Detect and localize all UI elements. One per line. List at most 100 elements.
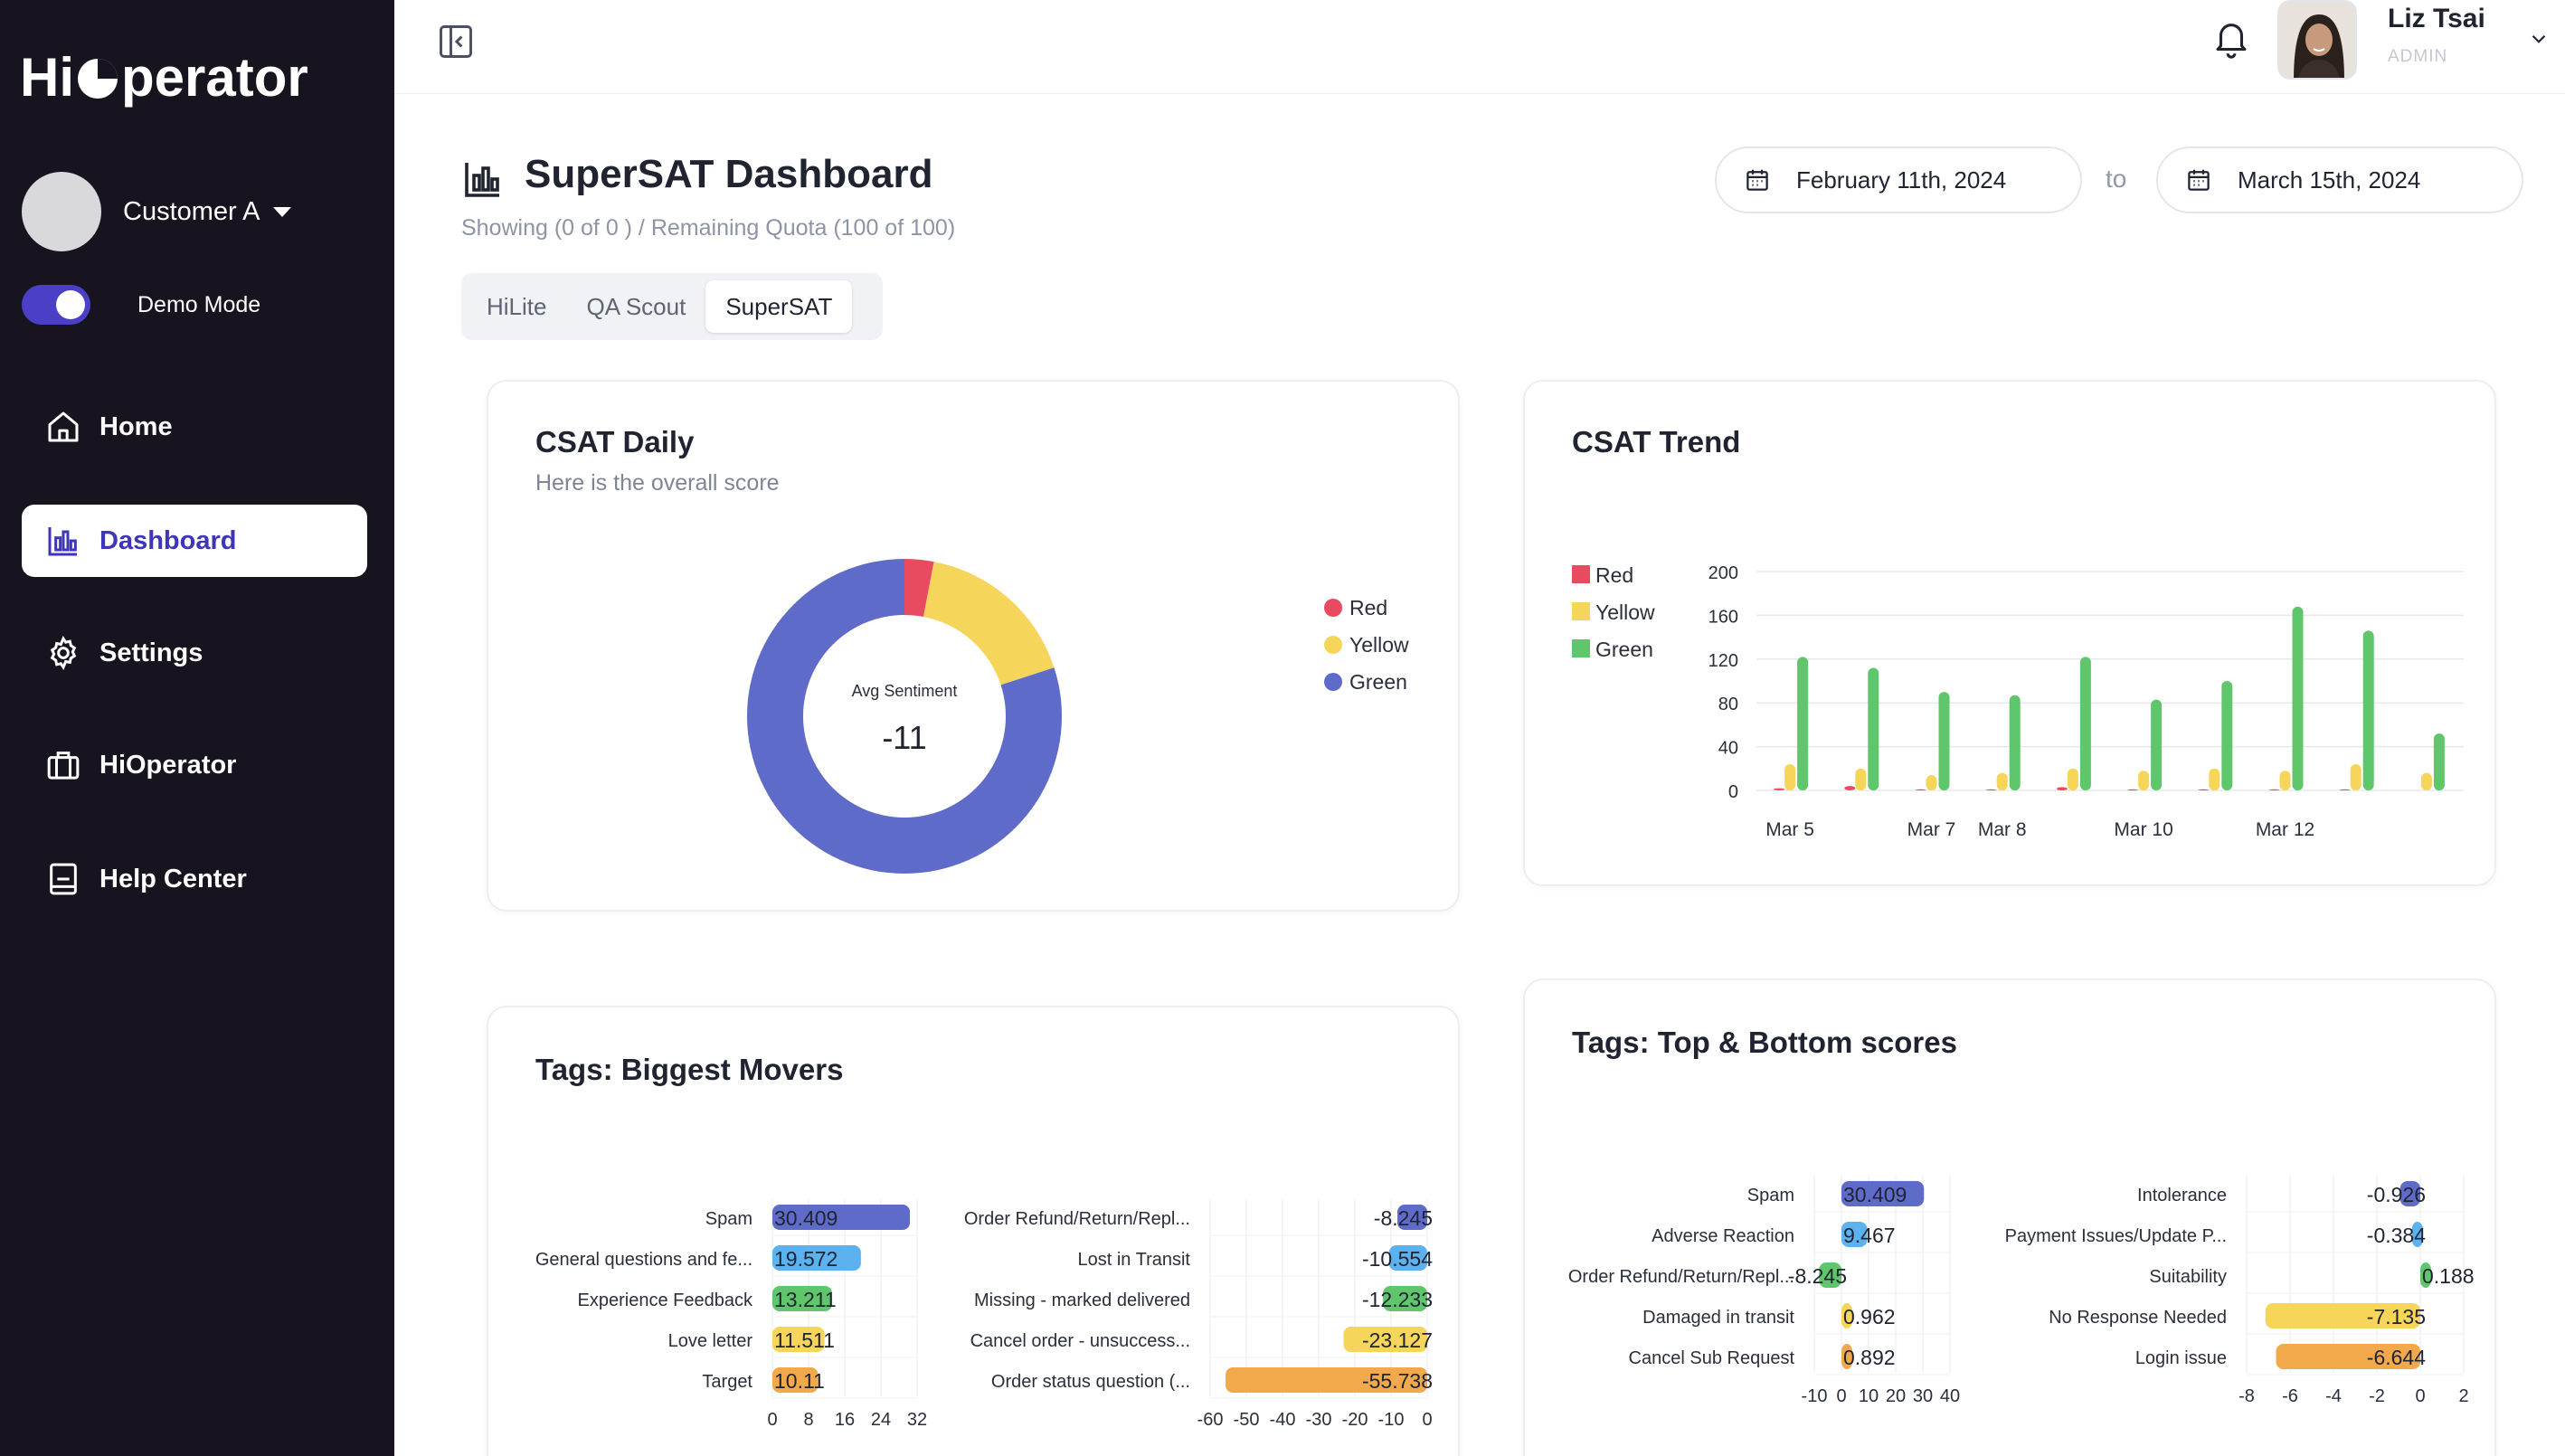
x-tick-label: 24 xyxy=(871,1410,891,1430)
x-tick-label: -4 xyxy=(2325,1386,2342,1406)
card-subtitle: Here is the overall score xyxy=(535,470,780,496)
svg-text:perator: perator xyxy=(121,47,308,108)
bar xyxy=(1343,1327,1427,1352)
bar xyxy=(1383,1286,1427,1311)
csat-trend-chart: 0 40 80 120 160 200 Mar 5 Mar 7 Mar 8 Mar 10 Mar 1… xyxy=(1572,563,2464,840)
customer-avatar xyxy=(22,172,101,251)
bar-value-label: 0.188 xyxy=(2422,1264,2475,1288)
user-name: Liz Tsai xyxy=(2388,4,2485,33)
trend-bar-yellow xyxy=(2279,771,2291,790)
x-tick-label: 0 xyxy=(2415,1386,2425,1406)
trend-bar-green xyxy=(2362,630,2374,790)
bar-value-label: -8.245 xyxy=(1788,1264,1847,1288)
date-to-value: March 15th, 2024 xyxy=(2238,165,2421,194)
biggest-movers-card: Tags: Biggest Movers 0 8 16 24 32 Spam 30.409 G… xyxy=(487,1006,1460,1456)
trend-bar-red xyxy=(2268,789,2280,790)
y-tick-label: 0 xyxy=(1728,782,1738,802)
y-tick-label: 80 xyxy=(1718,695,1738,714)
tab-hilite[interactable]: HiLite xyxy=(487,292,547,320)
trend-bar-red xyxy=(2127,789,2139,790)
bar xyxy=(772,1205,911,1230)
legend-label: Red xyxy=(1595,563,1633,587)
collapse-sidebar-icon[interactable] xyxy=(436,22,476,61)
x-tick-label: 8 xyxy=(803,1410,813,1430)
page-title: SuperSAT Dashboard xyxy=(525,152,933,196)
trend-bar-green xyxy=(1797,657,1809,790)
x-tick-label: -50 xyxy=(1234,1410,1260,1430)
hioperator-logo[interactable]: Hi perator xyxy=(20,42,327,109)
chevron-down-icon[interactable] xyxy=(2527,27,2551,51)
trend-bar-yellow xyxy=(1855,768,1867,790)
legend-swatch xyxy=(1324,599,1342,617)
sidebar-item-label: Help Center xyxy=(99,864,247,893)
calendar-icon xyxy=(1746,169,1768,191)
category-label: Login issue xyxy=(2135,1348,2227,1368)
trend-bar-yellow xyxy=(1996,772,2008,790)
demo-mode-row: Demo Mode xyxy=(22,285,260,325)
bar xyxy=(772,1245,861,1271)
donut-slice-green xyxy=(747,559,1062,874)
trend-bar-green xyxy=(2009,695,2021,790)
trend-bar-yellow xyxy=(1784,763,1796,790)
x-tick-label: Mar 7 xyxy=(1907,819,1956,840)
sidebar-item-dashboard[interactable]: Dashboard xyxy=(22,505,367,577)
demo-mode-toggle[interactable] xyxy=(22,285,90,325)
category-label: Adverse Reaction xyxy=(1652,1226,1794,1246)
date-from-value: February 11th, 2024 xyxy=(1796,165,2007,194)
donut-slice-yellow xyxy=(923,562,1055,685)
svg-text:Hi: Hi xyxy=(20,47,74,108)
category-label: General questions and fe... xyxy=(535,1250,752,1270)
customer-selector[interactable]: Customer A xyxy=(22,172,291,251)
date-from-picker[interactable]: February 11th, 2024 xyxy=(1715,147,2082,213)
x-tick-label: 0 xyxy=(767,1410,777,1430)
bar xyxy=(1397,1205,1427,1230)
trend-bar-red xyxy=(1844,786,1856,790)
sidebar: Hi perator Customer A Demo Mode Home Das… xyxy=(0,0,394,1456)
date-to-picker[interactable]: March 15th, 2024 xyxy=(2156,147,2523,213)
sidebar-item-home[interactable]: Home xyxy=(22,391,367,463)
bar xyxy=(1841,1344,1852,1369)
card-title: Tags: Top & Bottom scores xyxy=(1572,1026,1957,1059)
bar-value-label: 0.962 xyxy=(1843,1305,1896,1328)
product-tabs: HiLite QA Scout SuperSAT xyxy=(461,273,883,340)
category-label: Suitability xyxy=(2149,1267,2227,1287)
category-label: Intolerance xyxy=(2137,1186,2227,1205)
trend-bar-yellow xyxy=(2209,768,2220,790)
top-bar: Liz Tsai ADMIN xyxy=(394,0,2565,94)
bar-value-label: -7.135 xyxy=(2367,1305,2426,1328)
category-label: Experience Feedback xyxy=(578,1291,753,1310)
bar xyxy=(2411,1222,2423,1247)
tab-qa-scout[interactable]: QA Scout xyxy=(586,292,686,320)
sidebar-item-label: Dashboard xyxy=(99,525,237,555)
x-tick-label: -20 xyxy=(1342,1410,1368,1430)
category-label: Cancel Sub Request xyxy=(1629,1348,1795,1368)
user-avatar[interactable] xyxy=(2277,0,2357,80)
bar-value-label: 30.409 xyxy=(1843,1183,1907,1206)
bar xyxy=(1841,1222,1868,1247)
y-tick-label: 40 xyxy=(1718,739,1738,759)
x-tick-label: -40 xyxy=(1270,1410,1296,1430)
trend-bar-green xyxy=(1868,667,1879,790)
trend-bar-green xyxy=(2221,681,2233,790)
bar xyxy=(1841,1181,1925,1206)
x-tick-label: Mar 12 xyxy=(2256,819,2314,840)
card-title: Tags: Biggest Movers xyxy=(535,1053,844,1086)
x-tick-label: -60 xyxy=(1197,1410,1224,1430)
bell-icon[interactable] xyxy=(2210,18,2252,60)
trend-bar-green xyxy=(2079,657,2091,790)
tab-supersat[interactable]: SuperSAT xyxy=(705,280,853,333)
sidebar-item-hioperator[interactable]: HiOperator xyxy=(22,729,367,801)
top-bottom-card: Tags: Top & Bottom scores -10 0 10 20 30 40 Sp… xyxy=(1523,979,2496,1456)
x-tick-label: -10 xyxy=(1378,1410,1405,1430)
home-icon xyxy=(48,411,79,442)
sidebar-item-help-center[interactable]: Help Center xyxy=(22,843,367,915)
bar xyxy=(1226,1367,1427,1393)
legend-swatch xyxy=(1324,636,1342,654)
x-tick-label: 40 xyxy=(1940,1386,1960,1406)
legend-label: Green xyxy=(1349,670,1407,694)
trend-bar-red xyxy=(2339,789,2351,790)
sidebar-item-settings[interactable]: Settings xyxy=(22,617,367,689)
x-tick-label: -30 xyxy=(1306,1410,1332,1430)
category-label: Order status question (... xyxy=(991,1372,1190,1392)
trend-bar-yellow xyxy=(2138,771,2150,790)
